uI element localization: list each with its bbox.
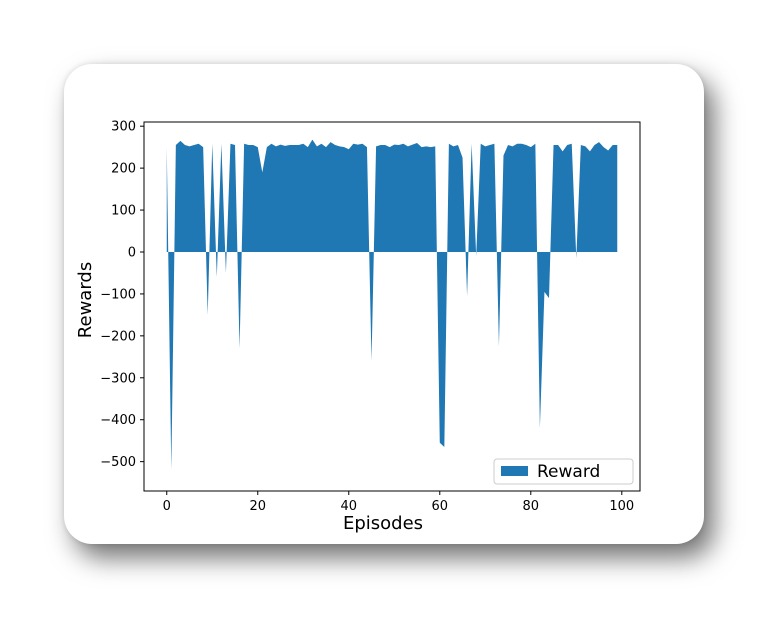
x-axis-label: Episodes <box>343 513 423 534</box>
y-tick-label: −500 <box>100 455 136 470</box>
chart-svg: 0 20 40 60 80 100 300 200 100 0 −100 −200 −300 −400 −… <box>75 120 641 534</box>
legend: Reward <box>493 458 634 485</box>
y-tick-label: −100 <box>100 287 136 302</box>
x-axis: 0 20 40 60 80 100 <box>163 491 634 514</box>
x-tick-label: 20 <box>249 499 266 514</box>
y-axis-label: Rewards <box>75 262 96 338</box>
y-tick-label: 100 <box>111 204 136 219</box>
x-tick-label: 60 <box>432 499 449 514</box>
reward-area <box>166 139 618 471</box>
x-tick-label: 100 <box>609 499 634 514</box>
x-tick-label: 80 <box>523 499 540 514</box>
y-tick-label: 0 <box>128 245 136 260</box>
legend-swatch <box>501 466 528 476</box>
x-tick-label: 40 <box>340 499 357 514</box>
y-tick-label: −300 <box>100 371 136 386</box>
y-tick-label: 300 <box>111 120 136 135</box>
y-axis: 300 200 100 0 −100 −200 −300 −400 −500 <box>100 120 144 470</box>
chart-card: 0 20 40 60 80 100 300 200 100 0 −100 −200 −300 −400 −… <box>64 64 704 544</box>
y-tick-label: −400 <box>100 413 136 428</box>
x-tick-label: 0 <box>163 499 171 514</box>
y-tick-label: 200 <box>111 162 136 177</box>
legend-box <box>493 458 634 485</box>
legend-label: Reward <box>537 462 600 482</box>
y-tick-label: −200 <box>100 329 136 344</box>
plot-frame <box>143 121 641 492</box>
